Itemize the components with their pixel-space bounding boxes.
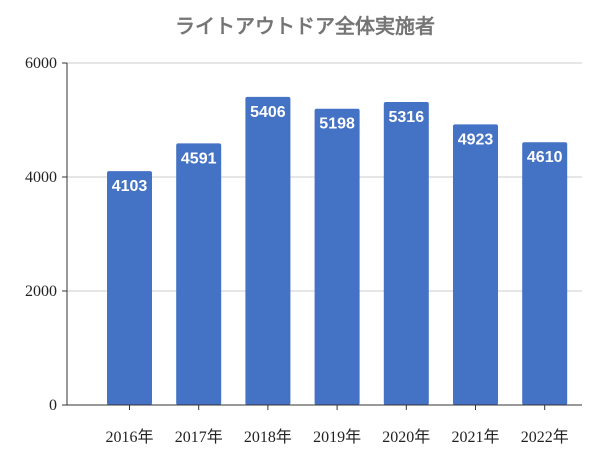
x-tick-label-2020年: 2020年 [382,428,430,446]
data-label-2016年: 4103 [112,178,148,195]
data-label-2020年: 5316 [389,109,425,126]
chart-title: ライトアウトドア全体実施者 [175,14,435,38]
x-tick-label-2022年: 2022年 [521,428,569,446]
bar-2020年 [383,101,429,405]
x-tick-label-2019年: 2019年 [313,428,361,446]
bars [107,96,568,406]
data-label-2017年: 4591 [181,150,217,167]
y-tick-label: 2000 [25,283,57,300]
x-tick-label-2017年: 2017年 [175,428,223,446]
bar-2017年 [176,143,222,406]
data-label-2021年: 4923 [458,131,494,148]
x-tick-label-2018年: 2018年 [244,428,292,446]
data-labels: 4103 4591 5406 5198 5316 4923 4610 [112,104,563,195]
y-tick-label: 4000 [25,169,57,186]
x-axis: 2016年 2017年 2018年 2019年 2020年 2021年 2022年 [67,404,582,446]
y-tick-label: 0 [49,397,57,414]
bar-2022年 [522,142,568,406]
bar-2018年 [245,96,291,405]
bar-2021年 [453,124,498,405]
y-tick-label: 6000 [25,55,57,72]
data-label-2019年: 5198 [319,116,355,133]
y-axis: 0 2000 4000 6000 [25,55,68,414]
bar-2019年 [314,108,360,406]
bar-2016年 [107,171,152,405]
x-tick-label-2016年: 2016年 [105,428,153,446]
data-label-2018年: 5406 [250,104,286,121]
x-tick-label-2021年: 2021年 [451,428,499,446]
data-label-2022年: 4610 [527,149,563,166]
